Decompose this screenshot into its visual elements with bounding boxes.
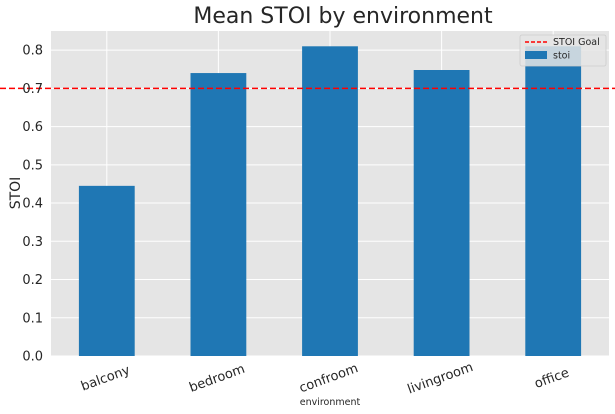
y-axis-label: STOI [8, 177, 24, 210]
y-tick-label: 0.8 [22, 44, 43, 59]
y-tick-label: 0.7 [22, 82, 43, 97]
x-tick-labels: balcony bedroom confroom livingroom office [79, 360, 571, 398]
bar-livingroom [413, 70, 470, 356]
x-tick-label-confroom: confroom [297, 361, 360, 396]
x-tick-label-office: office [533, 366, 572, 392]
chart-title: Mean STOI by environment [193, 4, 493, 29]
x-tick-label-bedroom: bedroom [187, 362, 247, 396]
y-tick-label: 0.2 [22, 273, 43, 288]
y-tick-label: 0.3 [22, 235, 43, 250]
x-tick-label-livingroom: livingroom [406, 360, 476, 398]
y-tick-label: 0.4 [22, 197, 43, 212]
y-tick-labels: 0.0 0.1 0.2 0.3 0.4 0.5 0.6 0.7 0.8 [22, 44, 43, 365]
legend-goal-label: STOI Goal [553, 37, 600, 48]
y-tick-label: 0.0 [22, 350, 43, 365]
legend-stoi-swatch [525, 51, 547, 59]
y-tick-label: 0.6 [22, 120, 43, 135]
y-tick-label: 0.1 [22, 311, 43, 326]
x-axis-label: environment [300, 397, 361, 408]
x-tick-label-balcony: balcony [79, 363, 132, 395]
y-tick-label: 0.5 [22, 158, 43, 173]
bar-office [525, 46, 582, 356]
bar-bedroom [190, 73, 247, 356]
bars [78, 46, 582, 356]
legend-stoi-label: stoi [553, 51, 570, 62]
legend: STOI Goal stoi [519, 34, 607, 67]
bar-confroom [302, 46, 358, 356]
bar-balcony [78, 185, 135, 356]
